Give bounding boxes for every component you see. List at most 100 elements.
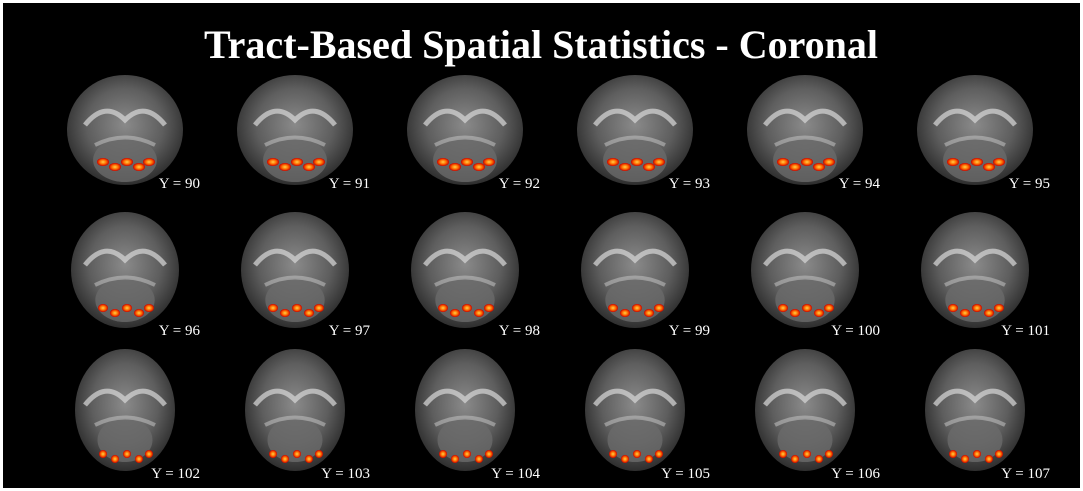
activation xyxy=(947,158,959,166)
activation xyxy=(971,158,983,166)
activation xyxy=(303,163,315,171)
activation xyxy=(813,163,825,171)
activation xyxy=(973,450,981,458)
activation xyxy=(993,158,1005,166)
activation xyxy=(778,304,788,312)
cerebellum xyxy=(95,278,154,322)
activation xyxy=(123,450,131,458)
activation xyxy=(293,450,301,458)
activation xyxy=(802,304,812,312)
slice-label: Y = 92 xyxy=(499,176,540,192)
activation xyxy=(143,158,155,166)
activation xyxy=(109,163,121,171)
slice-label: Y = 101 xyxy=(1001,323,1050,339)
activation xyxy=(801,158,813,166)
cerebellum xyxy=(775,278,834,322)
activation xyxy=(304,309,314,317)
activation xyxy=(462,304,472,312)
slice-label: Y = 104 xyxy=(491,466,540,482)
slice-label: Y = 90 xyxy=(159,176,200,192)
activation xyxy=(632,304,642,312)
activation xyxy=(305,455,313,463)
activation xyxy=(111,455,119,463)
slice-label: Y = 98 xyxy=(499,323,540,339)
activation xyxy=(267,158,279,166)
activation xyxy=(98,304,108,312)
activation xyxy=(144,304,154,312)
activation xyxy=(609,450,617,458)
slice-label: Y = 100 xyxy=(831,323,880,339)
activation xyxy=(449,163,461,171)
cerebellum xyxy=(945,278,1004,322)
activation xyxy=(97,158,109,166)
activation xyxy=(133,163,145,171)
activation xyxy=(110,309,120,317)
activation xyxy=(959,163,971,171)
activation xyxy=(779,450,787,458)
slice-label: Y = 96 xyxy=(159,323,201,339)
activation xyxy=(824,304,834,312)
activation xyxy=(314,304,324,312)
activation xyxy=(620,309,630,317)
activation xyxy=(607,158,619,166)
activation xyxy=(995,450,1003,458)
activation xyxy=(439,450,447,458)
activation xyxy=(450,309,460,317)
activation xyxy=(631,158,643,166)
activation xyxy=(291,158,303,166)
activation xyxy=(121,158,133,166)
slice-label: Y = 99 xyxy=(669,323,710,339)
activation xyxy=(790,309,800,317)
activation xyxy=(292,304,302,312)
cerebellum xyxy=(265,278,324,322)
activation xyxy=(653,158,665,166)
activation xyxy=(777,158,789,166)
activation xyxy=(994,304,1004,312)
activation xyxy=(972,304,982,312)
slice-label: Y = 105 xyxy=(661,466,710,482)
activation xyxy=(474,309,484,317)
activation xyxy=(437,158,449,166)
slice-label: Y = 107 xyxy=(1001,466,1050,482)
activation xyxy=(960,309,970,317)
slice-label: Y = 95 xyxy=(1009,176,1050,192)
activation xyxy=(608,304,618,312)
activation xyxy=(473,163,485,171)
slice-label: Y = 91 xyxy=(329,176,370,192)
activation xyxy=(803,450,811,458)
activation xyxy=(315,450,323,458)
slice-label: Y = 106 xyxy=(831,466,880,482)
activation xyxy=(655,450,663,458)
activation xyxy=(135,455,143,463)
activation xyxy=(789,163,801,171)
activation xyxy=(983,163,995,171)
cerebellum xyxy=(435,278,494,322)
activation xyxy=(475,455,483,463)
activation xyxy=(134,309,144,317)
activation xyxy=(281,455,289,463)
slice-label: Y = 97 xyxy=(329,323,371,339)
activation xyxy=(644,309,654,317)
activation xyxy=(645,455,653,463)
activation xyxy=(619,163,631,171)
activation xyxy=(484,304,494,312)
activation xyxy=(99,450,107,458)
slice-label: Y = 94 xyxy=(839,176,881,192)
activation xyxy=(633,450,641,458)
slice-label: Y = 93 xyxy=(669,176,710,192)
figure-title: Tract-Based Spatial Statistics - Coronal xyxy=(204,22,878,67)
activation xyxy=(825,450,833,458)
activation xyxy=(823,158,835,166)
activation xyxy=(313,158,325,166)
activation xyxy=(984,309,994,317)
activation xyxy=(268,304,278,312)
activation xyxy=(961,455,969,463)
activation xyxy=(122,304,132,312)
activation xyxy=(621,455,629,463)
activation xyxy=(463,450,471,458)
activation xyxy=(485,450,493,458)
activation xyxy=(279,163,291,171)
activation xyxy=(948,304,958,312)
activation xyxy=(461,158,473,166)
slice-label: Y = 102 xyxy=(151,466,200,482)
